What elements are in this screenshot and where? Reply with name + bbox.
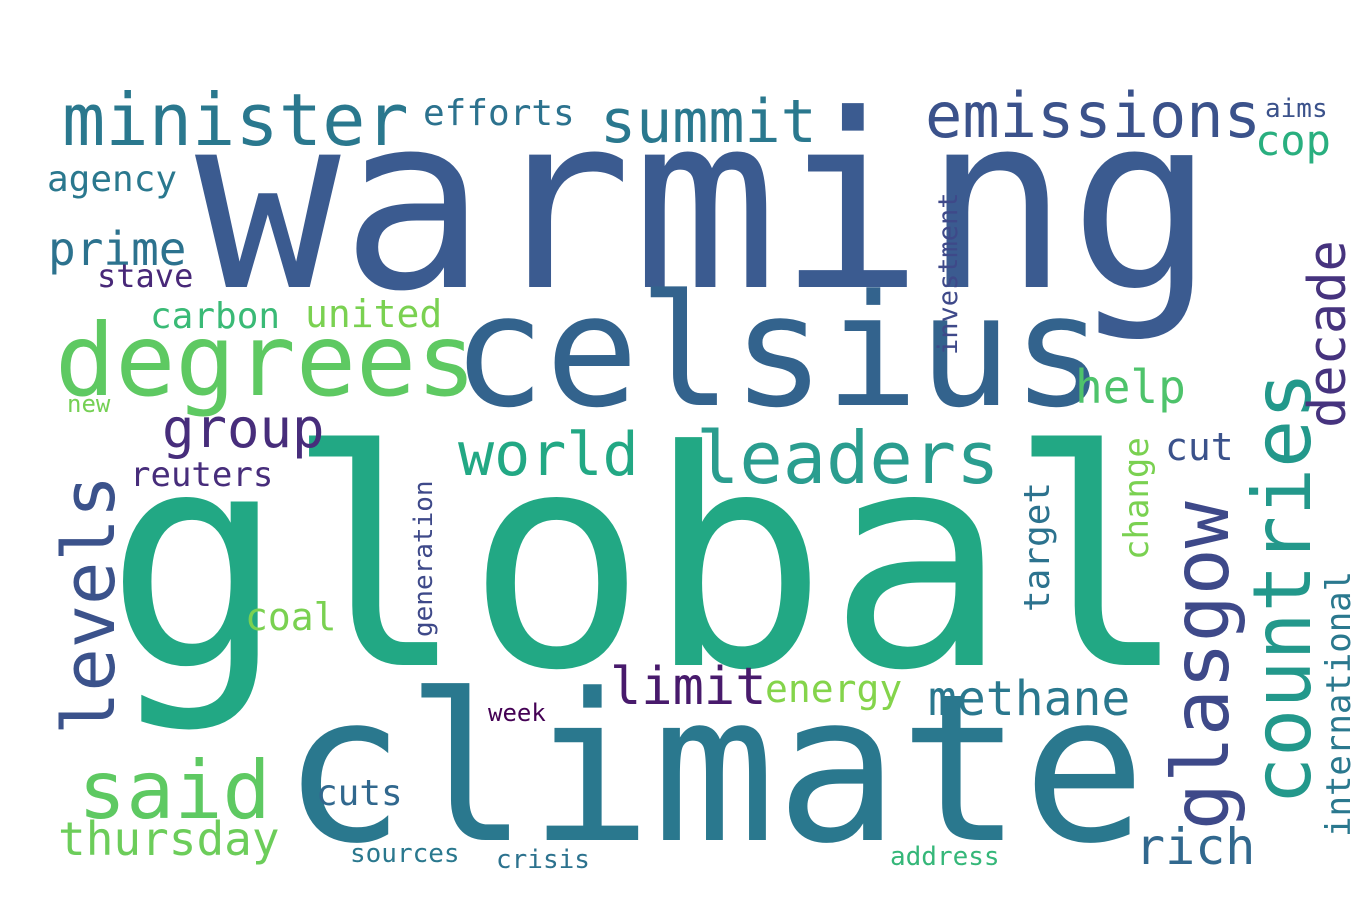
word-international: international (1319, 571, 1359, 837)
word-climate: climate (282, 651, 1146, 889)
word-said: said (78, 744, 271, 837)
word-reuters: reuters (130, 455, 273, 495)
word-rich: rich (1135, 818, 1255, 876)
word-levels: levels (47, 475, 131, 735)
word-glasgow: glasgow (1157, 501, 1247, 830)
word-warming: warming (195, 63, 1215, 345)
word-cuts: cuts (316, 773, 403, 814)
word-crisis: crisis (496, 845, 590, 875)
word-united: united (305, 292, 442, 336)
word-stave: stave (97, 257, 193, 295)
word-new: new (67, 390, 111, 418)
word-minister: minister (62, 78, 409, 162)
word-celsius: celsius (452, 261, 1105, 442)
word-world: world (458, 420, 639, 490)
word-countries: countries (1236, 372, 1329, 805)
word-methane: methane (928, 671, 1130, 727)
word-coal: coal (245, 595, 337, 639)
word-help: help (1075, 360, 1186, 414)
word-limit: limit (610, 657, 767, 717)
word-change: change (1117, 437, 1157, 560)
word-efforts: efforts (423, 93, 575, 134)
word-cop: cop (1255, 116, 1331, 165)
word-cut: cut (1165, 425, 1234, 469)
word-global: global (105, 387, 1189, 736)
word-decade: decade (1298, 240, 1358, 428)
word-energy: energy (765, 667, 902, 711)
word-week: week (488, 699, 546, 727)
word-prime: prime (48, 222, 186, 276)
word-carbon: carbon (150, 296, 280, 337)
word-agency: agency (47, 159, 177, 200)
word-address: address (890, 842, 1000, 872)
word-generation: generation (409, 480, 439, 637)
word-target: target (1017, 482, 1058, 612)
word-summit: summit (600, 87, 817, 157)
word-degrees: degrees (55, 302, 476, 419)
word-investment: investment (933, 192, 964, 355)
word-group: group (162, 397, 325, 460)
word-sources: sources (350, 839, 460, 869)
word-leaders: leaders (696, 416, 999, 500)
word-aims: aims (1265, 94, 1328, 124)
word-emissions: emissions (925, 79, 1261, 152)
word-thursday: thursday (58, 812, 280, 866)
